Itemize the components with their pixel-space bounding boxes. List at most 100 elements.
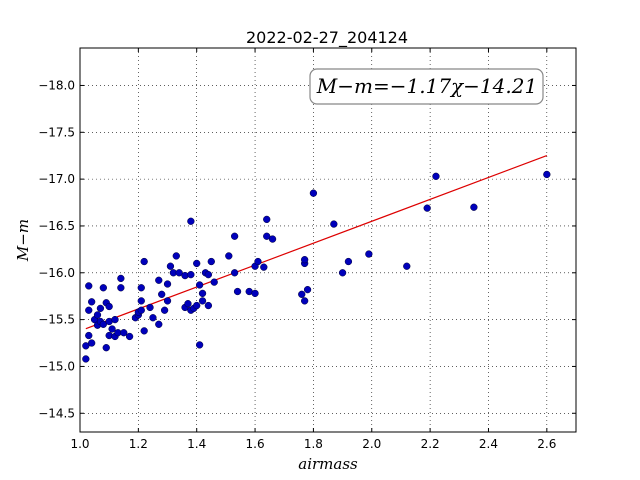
scatter-point: [88, 339, 96, 347]
scatter-point: [251, 289, 259, 298]
scatter-point: [263, 215, 271, 224]
scatter-point: [158, 290, 166, 298]
scatter-point: [193, 259, 201, 268]
scatter-point: [93, 311, 102, 319]
scatter-point: [198, 289, 207, 298]
scatter-point: [230, 269, 239, 277]
scatter-point: [344, 257, 353, 266]
scatter-point: [146, 303, 154, 312]
scatter-point: [193, 301, 201, 310]
scatter-point: [470, 203, 478, 211]
x-axis-label: airmass: [298, 455, 358, 473]
scatter-point: [160, 306, 169, 314]
scatter-point: [301, 256, 309, 264]
scatter-point: [99, 320, 107, 328]
scatter-point: [207, 257, 215, 266]
scatter-point: [149, 314, 157, 322]
scatter-point: [82, 355, 90, 363]
scatter-point: [108, 325, 116, 333]
y-tick-label: −17.5: [38, 125, 75, 139]
scatter-point: [230, 232, 239, 240]
scatter-point: [184, 300, 192, 308]
scatter-point: [268, 235, 277, 243]
scatter-point: [365, 250, 373, 258]
x-tick-label: 1.6: [246, 437, 265, 451]
fit-layer: [85, 154, 548, 330]
x-tick-label: 1.2: [129, 437, 148, 451]
y-tick-label: −14.5: [38, 406, 75, 420]
scatter-point: [298, 290, 306, 298]
scatter-point: [225, 252, 233, 260]
x-tick-label: 2.2: [421, 437, 440, 451]
scatter-point: [117, 284, 125, 292]
scatter-point: [137, 297, 145, 305]
scatter-point: [172, 252, 180, 260]
scatter-point: [233, 287, 242, 296]
scatter-point: [187, 271, 195, 279]
y-tick-label: −15.0: [38, 359, 75, 373]
scatter-point: [155, 276, 163, 284]
x-tick-label: 2.4: [479, 437, 498, 451]
x-tick-label: 1.0: [70, 437, 89, 451]
scatter-point: [204, 271, 213, 279]
scatter-point: [543, 170, 551, 179]
scatter-point: [260, 263, 268, 271]
scatter-point: [187, 217, 195, 225]
scatter-point: [120, 329, 128, 337]
scatter-points: [82, 170, 551, 363]
x-tick-label: 1.8: [304, 437, 323, 451]
scatter-point: [85, 282, 93, 290]
scatter-point: [210, 278, 218, 286]
y-tick-label: −17.0: [38, 172, 75, 186]
scatter-point: [99, 284, 107, 292]
x-tick-label: 2.0: [362, 437, 381, 451]
fit-annotation: M−m=−1.17χ−14.21: [316, 74, 537, 98]
scatter-point: [88, 298, 96, 306]
scatter-point: [338, 269, 347, 277]
scatter-point: [163, 280, 172, 288]
x-axis-ticks: 1.0 1.2 1.4 1.6 1.8 2.0 2.2 2.4 2.6: [70, 48, 556, 451]
scatter-point: [105, 302, 113, 311]
scatter-point: [198, 297, 207, 305]
y-tick-label: −16.0: [38, 266, 75, 280]
scatter-point: [195, 341, 204, 349]
scatter-point: [102, 344, 110, 352]
scatter-point: [432, 172, 440, 180]
plot-frame: [79, 47, 577, 433]
scatter-point: [137, 306, 145, 314]
scatter-point: [263, 232, 271, 240]
scatter-point: [166, 262, 175, 270]
scatter-point: [82, 342, 90, 350]
scatter-point: [163, 297, 172, 305]
y-tick-label: −15.5: [38, 313, 75, 327]
scatter-point: [140, 327, 148, 335]
scatter-point: [85, 331, 93, 340]
y-axis-ticks: −14.5 −15.0 −15.5 −16.0 −16.5 −17.0 −17.5 −18.0: [38, 78, 576, 420]
scatter-point: [301, 297, 309, 305]
x-tick-label: 2.6: [537, 437, 556, 451]
scatter-point: [137, 284, 145, 292]
scatter-point: [140, 257, 148, 266]
scatter-point: [96, 304, 105, 313]
scatter-point: [303, 285, 312, 294]
scatter-point: [111, 315, 119, 324]
scatter-point: [254, 257, 262, 266]
scatter-point: [403, 262, 411, 270]
scatter-point: [175, 269, 183, 277]
plot-area: [80, 48, 576, 432]
y-axis-label: M−m: [14, 219, 32, 262]
scatter-point: [195, 281, 204, 289]
scatter-point: [423, 204, 431, 212]
scatter-point: [117, 274, 125, 283]
scatter-point: [125, 332, 134, 341]
y-tick-label: −18.0: [38, 78, 75, 92]
scatter-point: [330, 220, 338, 228]
scatter-point: [309, 189, 318, 197]
chart-title: 2022-02-27_204124: [246, 28, 408, 48]
fit-annotation-box: [309, 68, 544, 105]
y-tick-label: −16.5: [38, 219, 75, 233]
scatter-point: [85, 306, 93, 314]
x-tick-label: 1.4: [187, 437, 206, 451]
fit-line: [85, 154, 548, 330]
